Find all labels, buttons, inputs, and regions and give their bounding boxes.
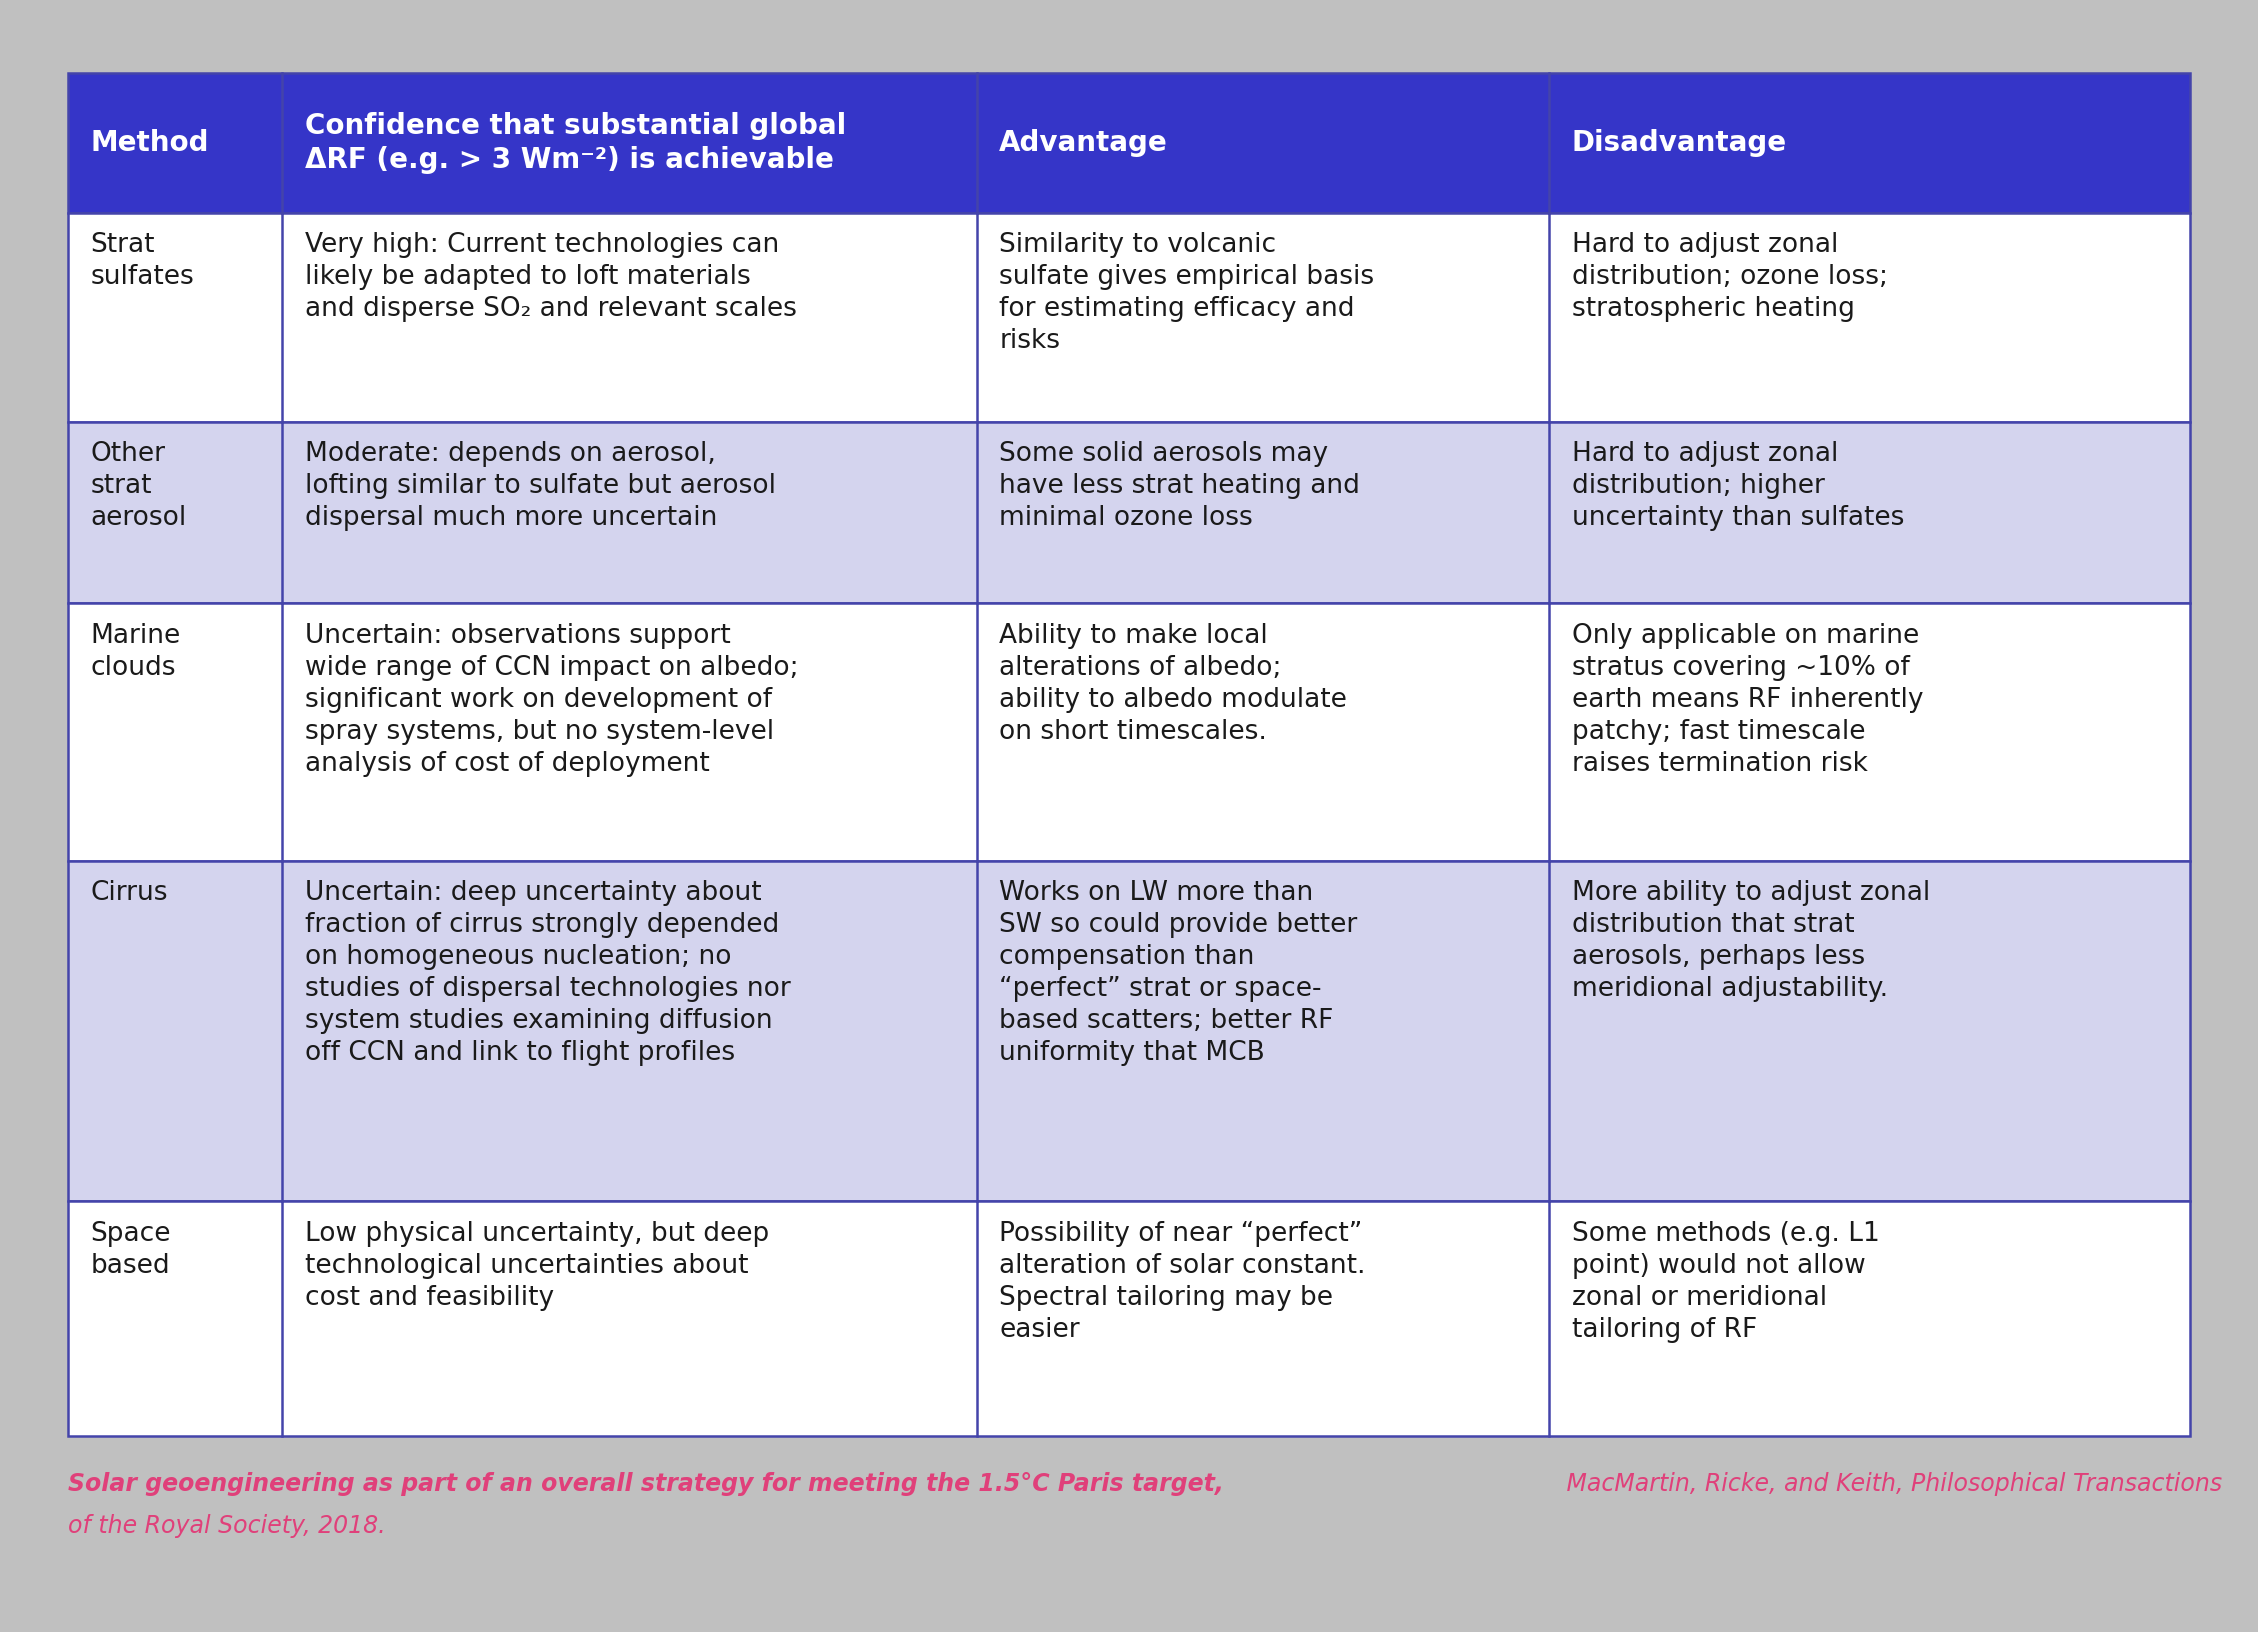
Text: Marine
clouds: Marine clouds [90,623,181,681]
Text: Only applicable on marine
stratus covering ~10% of
earth means RF inherently
pat: Only applicable on marine stratus coveri… [1572,623,1924,777]
Text: Advantage: Advantage [1000,129,1167,157]
Text: Hard to adjust zonal
distribution; ozone loss;
stratospheric heating: Hard to adjust zonal distribution; ozone… [1572,232,1888,323]
Bar [68,73,2190,212]
Text: Low physical uncertainty, but deep
technological uncertainties about
cost and fe: Low physical uncertainty, but deep techn… [305,1221,770,1310]
Text: More ability to adjust zonal
distribution that strat
aerosols, perhaps less
meri: More ability to adjust zonal distributio… [1572,880,1931,1002]
Text: Hard to adjust zonal
distribution; higher
uncertainty than sulfates: Hard to adjust zonal distribution; highe… [1572,441,1903,532]
Text: Strat
sulfates: Strat sulfates [90,232,194,290]
Text: Uncertain: deep uncertainty about
fraction of cirrus strongly depended
on homoge: Uncertain: deep uncertainty about fracti… [305,880,790,1066]
Text: Some solid aerosols may
have less strat heating and
minimal ozone loss: Some solid aerosols may have less strat … [1000,441,1359,532]
Bar [68,421,2190,604]
Bar [68,1201,2190,1436]
Text: Moderate: depends on aerosol,
lofting similar to sulfate but aerosol
dispersal m: Moderate: depends on aerosol, lofting si… [305,441,777,532]
Text: Method: Method [90,129,208,157]
Text: Works on LW more than
SW so could provide better
compensation than
“perfect” str: Works on LW more than SW so could provid… [1000,880,1357,1066]
Text: Possibility of near “perfect”
alteration of solar constant.
Spectral tailoring m: Possibility of near “perfect” alteration… [1000,1221,1366,1343]
Bar [68,860,2190,1201]
Text: Similarity to volcanic
sulfate gives empirical basis
for estimating efficacy and: Similarity to volcanic sulfate gives emp… [1000,232,1375,354]
Text: Uncertain: observations support
wide range of CCN impact on albedo;
significant : Uncertain: observations support wide ran… [305,623,799,777]
Text: Confidence that substantial global
ΔRF (e.g. > 3 Wm⁻²) is achievable: Confidence that substantial global ΔRF (… [305,113,847,175]
Text: Disadvantage: Disadvantage [1572,129,1786,157]
Text: Cirrus: Cirrus [90,880,167,906]
Bar [68,212,2190,421]
Text: Space
based: Space based [90,1221,172,1279]
Text: Solar geoengineering as part of an overall strategy for meeting the 1.5°C Paris : Solar geoengineering as part of an overa… [68,1472,1224,1497]
Text: Some methods (e.g. L1
point) would not allow
zonal or meridional
tailoring of RF: Some methods (e.g. L1 point) would not a… [1572,1221,1879,1343]
Text: Very high: Current technologies can
likely be adapted to loft materials
and disp: Very high: Current technologies can like… [305,232,797,323]
Text: MacMartin, Ricke, and Keith, Philosophical Transactions: MacMartin, Ricke, and Keith, Philosophic… [1560,1472,2222,1497]
Bar [68,604,2190,860]
Text: of the Royal Society, 2018.: of the Royal Society, 2018. [68,1514,386,1539]
Text: Other
strat
aerosol: Other strat aerosol [90,441,187,532]
Text: Ability to make local
alterations of albedo;
ability to albedo modulate
on short: Ability to make local alterations of alb… [1000,623,1348,744]
